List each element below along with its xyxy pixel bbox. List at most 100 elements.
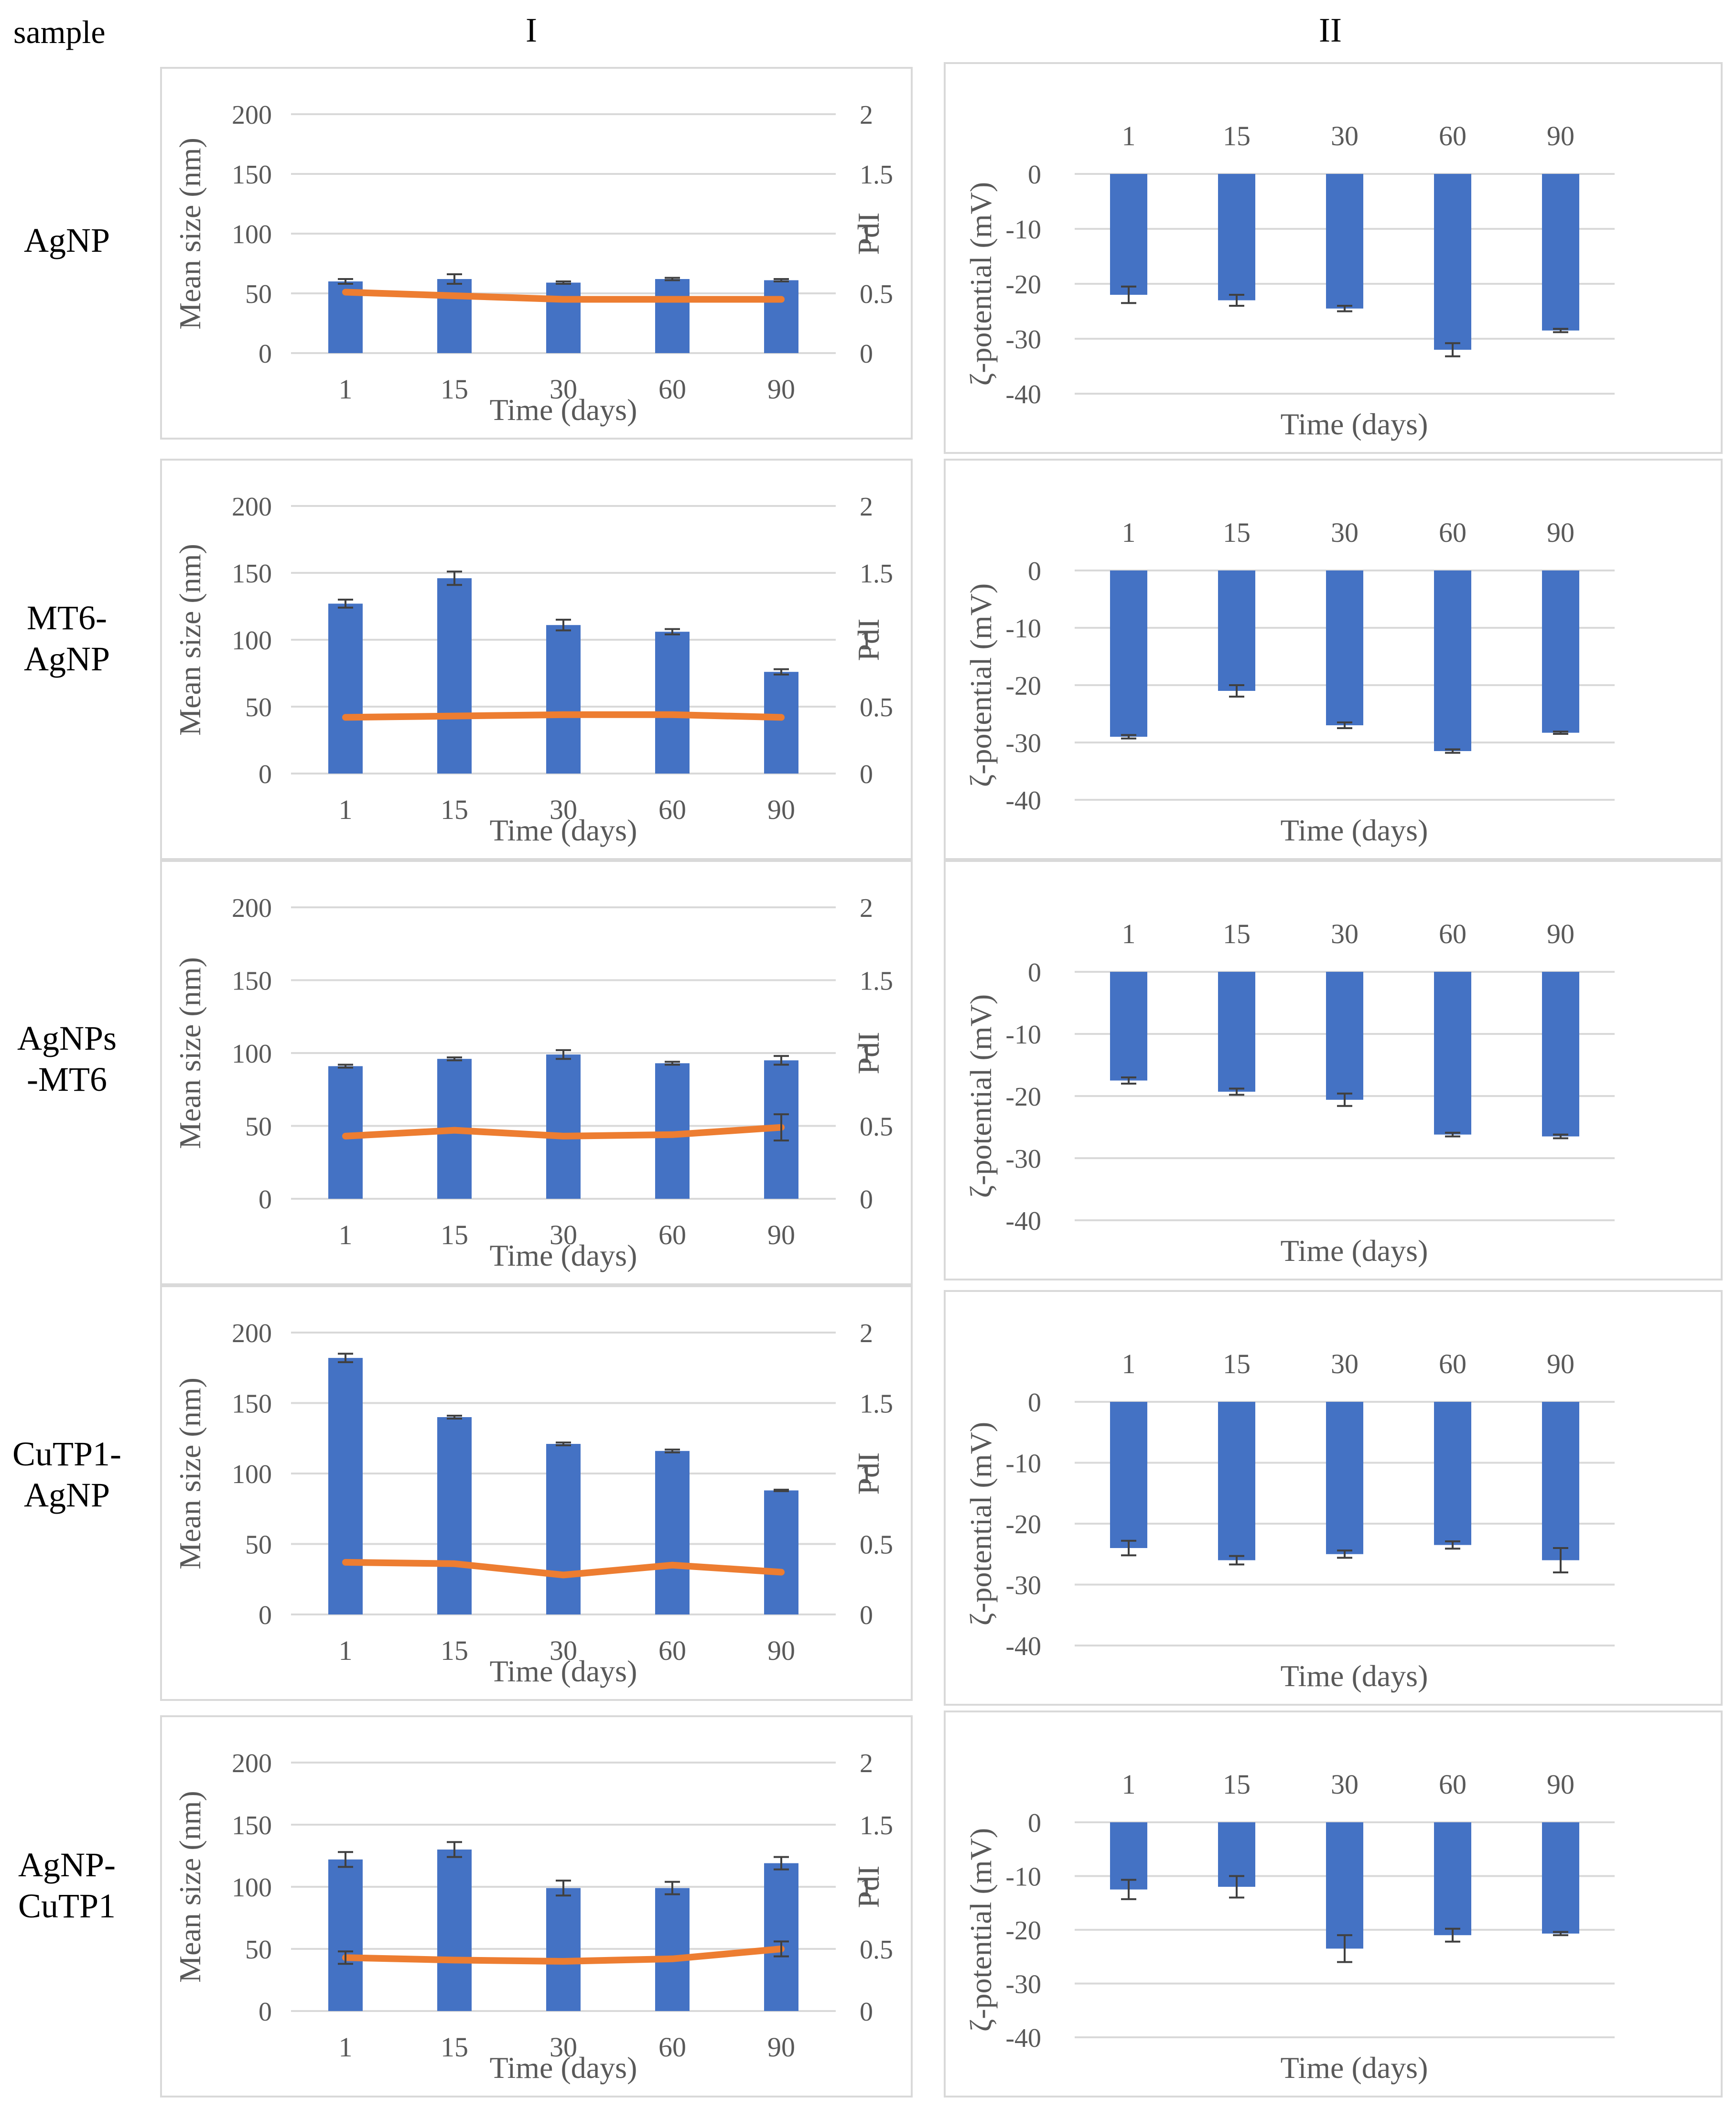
y2-tick-label: 1 (860, 1039, 873, 1069)
y-axis-title: ζ-potential (mV) (964, 182, 998, 386)
y-tick-label: -10 (1005, 1020, 1041, 1050)
zeta-bar (1542, 1822, 1579, 1934)
y2-tick-label: 1 (860, 220, 873, 249)
y2-tick-label: 0.5 (860, 280, 893, 309)
x-tick-label: 30 (550, 2032, 577, 2063)
size-bar (437, 279, 472, 353)
x-tick-label: 30 (550, 1219, 577, 1250)
x-tick-label: 15 (1223, 1769, 1251, 1800)
zeta-bar (1434, 972, 1471, 1135)
y-tick-label: 200 (232, 492, 272, 522)
y-tick-label: -20 (1005, 1916, 1041, 1946)
x-tick-label: 60 (1439, 1348, 1466, 1379)
y-tick-label: 150 (232, 559, 272, 589)
x-tick-label: 90 (1547, 918, 1574, 949)
zeta-svg: 0 -10 -20 -30 -40 1 15 30 60 90 Time (days) ζ-poten… (964, 120, 1615, 441)
y-tick-label: 0 (1028, 1388, 1041, 1418)
x-tick-label: 1 (339, 1635, 353, 1666)
pdi-point (671, 1133, 674, 1136)
x-tick-label: 15 (441, 2032, 468, 2063)
size-bar (764, 1490, 798, 1614)
x-tick-label: 15 (1223, 517, 1251, 548)
x-tick-label: 15 (1223, 918, 1251, 949)
zeta-bar (1434, 1402, 1471, 1545)
y-tick-label: 50 (245, 280, 272, 309)
sample-label: MT6- AgNP (23, 599, 110, 678)
zeta-bar (1326, 972, 1363, 1100)
y-tick-label: -40 (1005, 380, 1041, 409)
pdi-point (780, 716, 783, 719)
y2-tick-label: 0 (860, 1997, 873, 2027)
y2-tick-label: 1 (860, 626, 873, 656)
x-tick-label: 15 (441, 794, 468, 825)
x-tick-label: 1 (339, 794, 353, 825)
y2-tick-label: 1.5 (860, 1811, 893, 1840)
size-pdi-svg: 200 150 100 50 0 2 1.5 1 0.5 0 1 15 30 60 90 Time (days… (173, 1319, 893, 1688)
zeta-bar (1326, 174, 1363, 309)
x-tick-label: 30 (1331, 918, 1359, 949)
sample-label: CuTP1- AgNP (12, 1435, 122, 1514)
x-tick-label: 15 (441, 374, 468, 405)
zeta-bar (1110, 972, 1147, 1081)
pdi-point (562, 1573, 565, 1577)
y-tick-label: 50 (245, 1530, 272, 1560)
zeta-bar (1326, 1402, 1363, 1554)
x-axis-title: Time (days) (1281, 813, 1428, 847)
x-axis-title: Time (days) (1281, 2051, 1428, 2085)
x-tick-label: 90 (1547, 1769, 1574, 1800)
zeta-potential-chart: 0 -10 -20 -30 -40 1 15 30 60 90 Time (days) ζ-poten… (944, 1290, 1723, 1706)
y-axis-title: Mean size (nm) (173, 1791, 207, 1983)
x-tick-label: 90 (767, 2032, 795, 2063)
y2-tick-label: 1 (860, 1873, 873, 1903)
size-pdi-svg: 200 150 100 50 0 2 1.5 1 0.5 0 1 15 30 60 90 Time (days… (173, 893, 893, 1272)
x-axis-title: Time (days) (490, 2051, 637, 2085)
pdi-point (562, 713, 565, 716)
pdi-point (344, 1134, 347, 1138)
pdi-point (780, 298, 783, 301)
size-bar (328, 603, 363, 774)
sample-header: sample (13, 14, 106, 50)
y-tick-label: 150 (232, 967, 272, 996)
zeta-bar (1218, 570, 1255, 691)
y2-tick-label: 0.5 (860, 693, 893, 722)
pdi-point (671, 1563, 674, 1567)
y-tick-label: -20 (1005, 1082, 1041, 1112)
y-tick-label: 100 (232, 1039, 272, 1069)
x-axis-title: Time (days) (1281, 1659, 1428, 1693)
y-tick-label: 0 (1028, 160, 1041, 190)
x-tick-label: 90 (1547, 517, 1574, 548)
x-tick-label: 15 (1223, 120, 1251, 151)
y2-tick-label: 2 (860, 492, 873, 522)
pdi-point (671, 1957, 674, 1960)
y2-tick-label: 0.5 (860, 1530, 893, 1560)
x-tick-label: 1 (1122, 1769, 1136, 1800)
sample-label: AgNP- CuTP1 (18, 1846, 116, 1925)
size-pdi-chart: 200 150 100 50 0 2 1.5 1 0.5 0 1 15 30 60 90 Time (days… (160, 860, 913, 1285)
y-tick-label: -10 (1005, 614, 1041, 644)
pdi-point (671, 298, 674, 301)
zeta-bar (1110, 570, 1147, 737)
y-tick-label: 100 (232, 626, 272, 656)
x-tick-label: 90 (767, 374, 795, 405)
y-tick-label: 150 (232, 1389, 272, 1419)
size-bar (328, 1859, 363, 2011)
size-pdi-svg: 200 150 100 50 0 2 1.5 1 0.5 0 1 15 30 60 90 Time (days… (173, 492, 893, 847)
y-tick-label: 200 (232, 100, 272, 130)
size-bar (546, 625, 581, 774)
zeta-bar (1542, 174, 1579, 331)
y-axis-title: Mean size (nm) (173, 1377, 207, 1570)
size-pdi-chart: 200 150 100 50 0 2 1.5 1 0.5 0 1 15 30 60 90 Time (days… (160, 67, 913, 440)
x-axis-title: Time (days) (490, 393, 637, 427)
size-bar (437, 578, 472, 774)
x-tick-label: 60 (1439, 918, 1466, 949)
size-bar (546, 1054, 581, 1199)
size-pdi-chart: 200 150 100 50 0 2 1.5 1 0.5 0 1 15 30 60 90 Time (days… (160, 1285, 913, 1701)
y2-tick-label: 1.5 (860, 559, 893, 589)
zeta-bar (1110, 174, 1147, 295)
x-tick-label: 90 (1547, 1348, 1574, 1379)
y2-tick-label: 2 (860, 893, 873, 923)
y-tick-label: 150 (232, 1811, 272, 1840)
pdi-point (453, 1958, 456, 1962)
zeta-bar (1110, 1822, 1147, 1890)
y-axis-title: ζ-potential (mV) (964, 1422, 998, 1625)
